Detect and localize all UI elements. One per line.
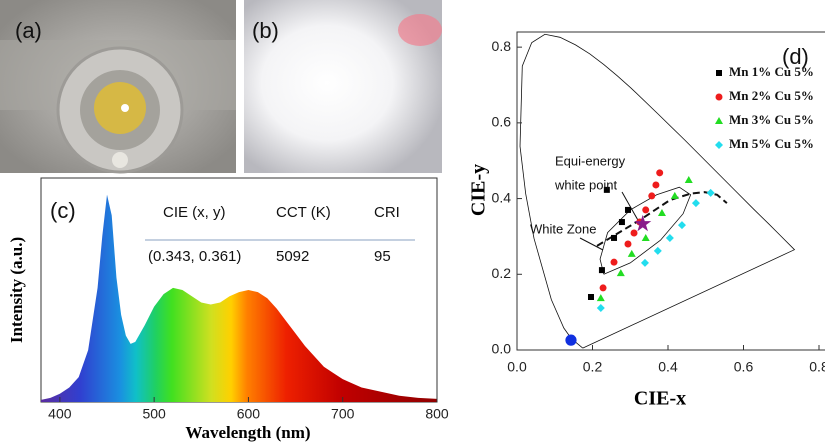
y-tick-label: 0.8 bbox=[492, 38, 512, 54]
table-cell: 5092 bbox=[276, 248, 309, 265]
data-point bbox=[654, 247, 662, 255]
figure: (a) (b) 400 500 600 700 800 Wavelength (nm) In… bbox=[0, 0, 825, 442]
panel-label: (c) bbox=[50, 198, 76, 223]
data-point bbox=[641, 259, 649, 267]
x-tick-label: 0.4 bbox=[658, 359, 678, 375]
table-header: CRI bbox=[374, 204, 400, 221]
data-point bbox=[642, 234, 650, 241]
x-axis-title: Wavelength (nm) bbox=[185, 423, 310, 442]
panel-label: (a) bbox=[15, 18, 42, 43]
spectrum-area bbox=[41, 195, 437, 402]
panel-label: (b) bbox=[252, 18, 279, 43]
panel-label: (d) bbox=[782, 44, 809, 69]
y-axis-title: CIE-y bbox=[468, 164, 490, 216]
y-tick-label: 0.0 bbox=[492, 341, 512, 357]
legend-label: Mn 3% Cu 5% bbox=[729, 112, 814, 127]
data-point bbox=[666, 234, 674, 242]
data-point bbox=[678, 221, 686, 229]
table-header: CCT (K) bbox=[276, 204, 331, 221]
data-point bbox=[619, 219, 625, 225]
data-point bbox=[652, 181, 659, 188]
x-tick-label: 0.2 bbox=[583, 359, 603, 375]
x-tick-label: 600 bbox=[237, 406, 261, 422]
data-point bbox=[611, 259, 618, 266]
x-tick-label: 0.8 bbox=[809, 359, 825, 375]
table-cell: (0.343, 0.361) bbox=[148, 248, 241, 265]
legend-marker bbox=[715, 141, 723, 149]
data-point bbox=[671, 192, 679, 199]
annotation: Equi-energy bbox=[555, 153, 626, 168]
data-point bbox=[611, 235, 617, 241]
legend-label: Mn 2% Cu 5% bbox=[729, 88, 814, 103]
x-tick-label: 500 bbox=[142, 406, 166, 422]
x-tick-label: 800 bbox=[425, 406, 449, 422]
legend-marker bbox=[716, 94, 723, 101]
x-tick-label: 700 bbox=[331, 406, 355, 422]
data-point bbox=[628, 250, 636, 257]
x-axis-title: CIE-x bbox=[634, 388, 686, 410]
legend-marker bbox=[715, 117, 723, 124]
x-tick-label: 0.0 bbox=[507, 359, 527, 375]
data-point bbox=[599, 267, 605, 273]
y-axis-title: Intensity (a.u.) bbox=[7, 237, 26, 343]
x-tick-label: 0.6 bbox=[734, 359, 754, 375]
data-point bbox=[648, 192, 655, 199]
data-point bbox=[617, 269, 625, 276]
legend-marker bbox=[716, 70, 722, 76]
table-cell: 95 bbox=[374, 248, 391, 265]
data-point bbox=[624, 241, 631, 248]
data-point bbox=[597, 304, 605, 312]
annotation: white point bbox=[554, 177, 618, 192]
y-tick-label: 0.2 bbox=[492, 265, 512, 281]
data-point bbox=[707, 189, 715, 197]
y-tick-label: 0.4 bbox=[492, 189, 512, 205]
data-point bbox=[625, 207, 631, 213]
data-point bbox=[658, 209, 666, 216]
table-header: CIE (x, y) bbox=[163, 204, 226, 221]
annotation: White Zone bbox=[530, 221, 596, 236]
data-point bbox=[642, 206, 649, 213]
legend-label: Mn 5% Cu 5% bbox=[729, 136, 814, 151]
data-point bbox=[685, 176, 693, 183]
data-point bbox=[600, 284, 607, 291]
data-point bbox=[631, 230, 638, 237]
data-point bbox=[692, 199, 700, 207]
x-tick-label: 400 bbox=[48, 406, 72, 422]
data-point bbox=[588, 294, 594, 300]
data-point bbox=[597, 294, 605, 301]
reference-point bbox=[565, 335, 576, 346]
data-point bbox=[656, 169, 663, 176]
y-tick-label: 0.6 bbox=[492, 114, 512, 130]
